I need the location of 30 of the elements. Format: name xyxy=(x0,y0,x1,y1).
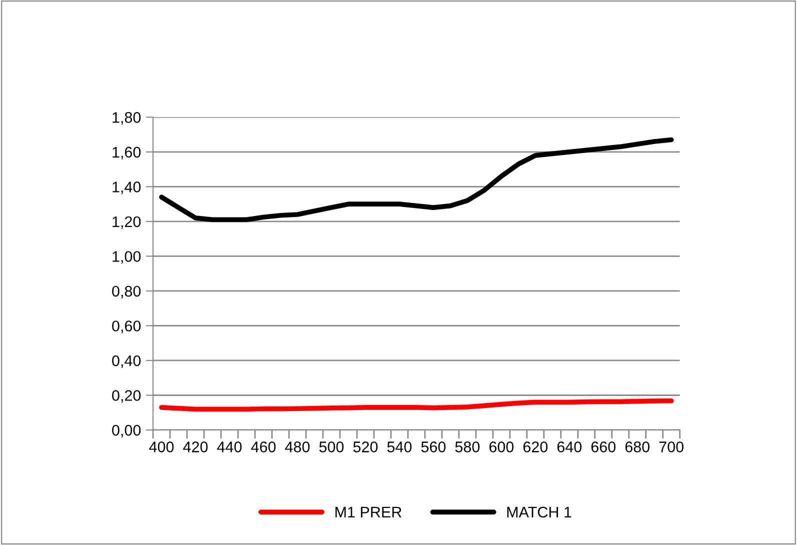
x-tick-label: 520 xyxy=(353,442,378,452)
x-tick-label: 420 xyxy=(183,442,208,452)
line-series xyxy=(159,398,674,412)
x-tick-label: 700 xyxy=(659,442,684,452)
x-tick-label: 560 xyxy=(421,442,446,452)
y-tick-label: 0,40 xyxy=(112,355,141,368)
x-tick-label: 540 xyxy=(387,442,412,452)
y-tick-label: 0,20 xyxy=(112,390,141,403)
y-tick-label: 1,40 xyxy=(112,182,141,194)
y-tick-label: 0,00 xyxy=(112,424,141,438)
x-tick-label: 500 xyxy=(319,442,344,452)
y-tick-label: 0,80 xyxy=(112,286,141,298)
legend-label: M1 PRER xyxy=(335,506,402,518)
legend-label: MATCH 1 xyxy=(507,506,572,518)
y-tick-label: 1,20 xyxy=(112,216,141,229)
x-tick-label: 620 xyxy=(523,442,548,452)
x-tick-label: 460 xyxy=(251,442,276,452)
x-tick-label: 680 xyxy=(625,442,650,452)
y-tick-label: 0,60 xyxy=(112,320,141,334)
x-tick-label: 660 xyxy=(591,442,616,452)
x-tick-label: 600 xyxy=(489,442,514,452)
x-tick-label: 640 xyxy=(557,442,582,452)
y-tick-label: 1,00 xyxy=(112,251,141,264)
x-tick-label: 580 xyxy=(455,442,480,452)
y-tick-label: 1,60 xyxy=(112,146,141,160)
y-tick-label: 1,80 xyxy=(112,112,141,125)
x-tick-label: 480 xyxy=(285,442,310,452)
x-tick-label: 400 xyxy=(149,442,174,452)
x-tick-label: 440 xyxy=(217,442,242,452)
line-series xyxy=(159,137,674,222)
